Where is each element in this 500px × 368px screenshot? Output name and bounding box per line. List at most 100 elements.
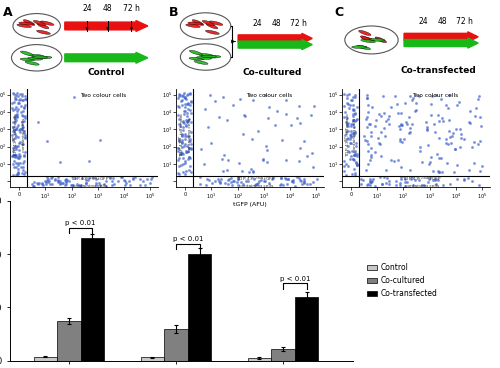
Point xyxy=(344,100,352,106)
Point xyxy=(364,142,372,148)
Point xyxy=(348,107,356,113)
Point xyxy=(344,148,351,154)
Point xyxy=(390,158,398,164)
Point xyxy=(216,179,224,185)
Point xyxy=(224,157,232,163)
Point xyxy=(342,129,350,135)
Point xyxy=(366,179,374,185)
Point xyxy=(415,177,423,183)
Point xyxy=(366,180,374,185)
Point xyxy=(358,176,366,182)
Point xyxy=(211,178,219,184)
Point xyxy=(412,107,420,113)
Point xyxy=(186,145,194,151)
Point xyxy=(261,178,269,184)
Point xyxy=(16,125,24,131)
Point xyxy=(48,174,56,180)
Point xyxy=(186,119,194,125)
Point xyxy=(442,137,450,142)
Point xyxy=(409,95,417,101)
Point xyxy=(377,113,385,118)
Point xyxy=(102,178,110,184)
Point xyxy=(250,176,258,182)
Point xyxy=(136,182,144,188)
Point xyxy=(464,167,472,173)
Point xyxy=(345,91,353,97)
Ellipse shape xyxy=(206,23,218,29)
Point xyxy=(361,137,369,143)
Point xyxy=(290,177,298,183)
Point xyxy=(132,174,140,180)
Point xyxy=(241,113,249,118)
Point xyxy=(452,146,460,152)
Point xyxy=(280,182,287,188)
Point xyxy=(347,121,355,127)
Point xyxy=(265,104,273,110)
Point xyxy=(108,182,116,188)
Point xyxy=(176,92,184,98)
Text: Two colour cells: Two colour cells xyxy=(246,93,292,98)
Point xyxy=(82,180,90,185)
Ellipse shape xyxy=(352,46,367,49)
Point xyxy=(43,177,51,183)
Point xyxy=(30,178,38,184)
Point xyxy=(434,169,442,175)
Point xyxy=(185,167,193,173)
Point xyxy=(178,131,186,137)
Point xyxy=(56,181,64,187)
Point xyxy=(182,149,190,155)
Point xyxy=(250,183,258,188)
Point xyxy=(296,145,304,151)
Point xyxy=(475,182,483,188)
Point xyxy=(352,161,360,167)
Point xyxy=(408,174,416,180)
Point xyxy=(16,96,24,102)
Point xyxy=(178,137,186,143)
Ellipse shape xyxy=(194,60,208,64)
Point xyxy=(366,182,374,188)
Point xyxy=(272,122,280,128)
Point xyxy=(20,167,28,173)
Point xyxy=(340,91,347,97)
Point xyxy=(120,177,128,183)
Point xyxy=(10,144,18,150)
Ellipse shape xyxy=(20,58,35,61)
Text: TDP-43$^{G294A}$-tGFP
containing cells: TDP-43$^{G294A}$-tGFP containing cells xyxy=(70,174,110,188)
Point xyxy=(370,123,378,129)
Point xyxy=(224,167,232,173)
Point xyxy=(446,141,454,146)
Point xyxy=(12,119,20,125)
Ellipse shape xyxy=(361,39,376,43)
Point xyxy=(39,182,47,188)
Point xyxy=(82,177,90,183)
Point xyxy=(38,181,46,187)
Point xyxy=(20,113,28,119)
Point xyxy=(368,178,376,184)
Point xyxy=(208,180,216,186)
Point xyxy=(431,177,439,183)
Point xyxy=(176,163,184,169)
Point xyxy=(15,100,23,106)
Point xyxy=(348,97,356,103)
Point xyxy=(178,92,186,98)
Point xyxy=(12,92,20,98)
Point xyxy=(344,135,352,141)
Point xyxy=(202,106,209,112)
Point xyxy=(396,122,404,128)
Ellipse shape xyxy=(36,30,51,34)
Point xyxy=(364,92,372,98)
Point xyxy=(182,148,190,153)
Text: Control: Control xyxy=(88,68,125,77)
Point xyxy=(14,166,22,171)
Point xyxy=(14,124,22,130)
Point xyxy=(342,122,350,128)
Point xyxy=(12,143,20,149)
Point xyxy=(360,133,368,139)
Point xyxy=(366,157,374,163)
Point xyxy=(61,177,69,183)
Point xyxy=(374,135,382,141)
Point xyxy=(196,174,204,180)
Point xyxy=(184,106,192,112)
Point xyxy=(117,174,125,180)
Point xyxy=(351,172,359,178)
